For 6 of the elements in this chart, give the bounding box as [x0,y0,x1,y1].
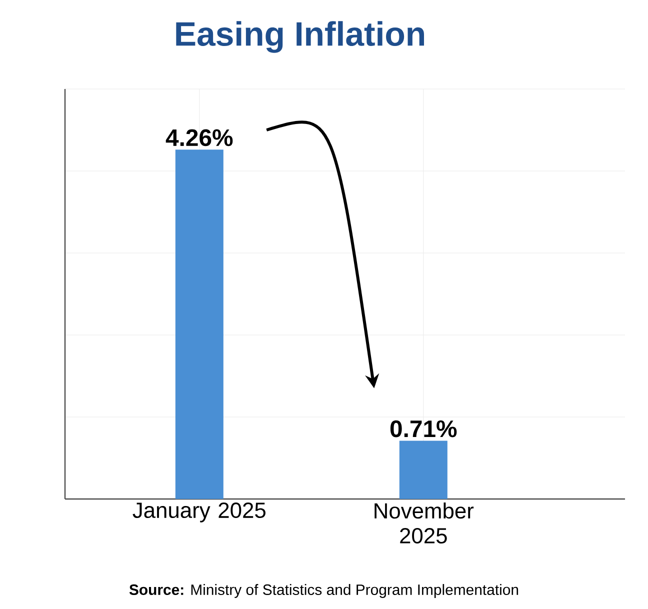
data-label: 4.26% [166,129,233,146]
chart-title: Easing Inflation [176,21,424,53]
data-label: 0.71% [390,420,457,438]
x-tick-label: November 2025 [374,502,474,544]
x-tick-label: January 2025 [132,502,266,522]
text: Source: Ministry of Statistics and Program Implementation [129,584,518,598]
